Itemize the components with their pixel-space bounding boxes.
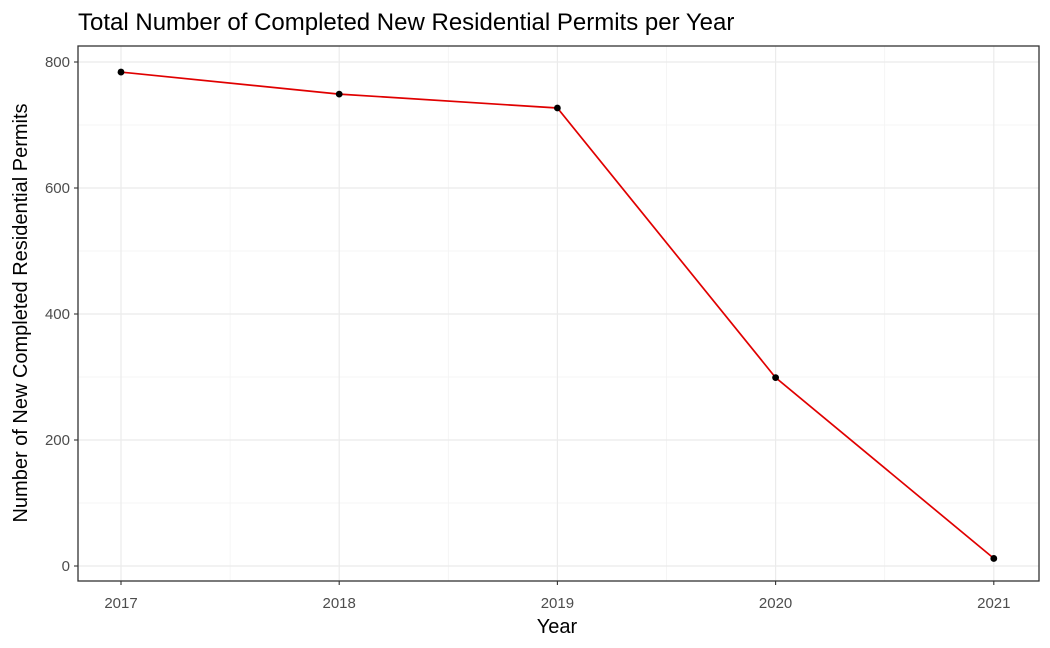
- chart-title: Total Number of Completed New Residentia…: [78, 9, 734, 36]
- plot-area: [117, 68, 998, 562]
- y-axis-title: Number of New Completed Residential Perm…: [10, 103, 32, 522]
- data-point: [990, 555, 998, 562]
- x-tick-label: 2020: [759, 595, 792, 612]
- y-tick-label: 800: [45, 54, 70, 71]
- grid: [78, 46, 1039, 581]
- data-point: [772, 374, 779, 382]
- x-tick-label: 2019: [541, 595, 574, 612]
- x-axis-title: Year: [537, 616, 578, 638]
- data-point: [335, 90, 343, 98]
- data-point: [554, 104, 561, 112]
- x-tick-label: 2021: [977, 595, 1010, 612]
- x-tick-label: 2018: [323, 595, 356, 612]
- y-tick-label: 400: [45, 306, 70, 323]
- y-tick-label: 200: [45, 432, 70, 449]
- y-tick-label: 0: [62, 558, 70, 575]
- y-tick-label: 600: [45, 180, 70, 197]
- axes: 0 200 400 600 800 2017 2018 2019 2020 2021: [45, 45, 1040, 612]
- data-point: [117, 68, 125, 76]
- x-tick-label: 2017: [104, 595, 137, 612]
